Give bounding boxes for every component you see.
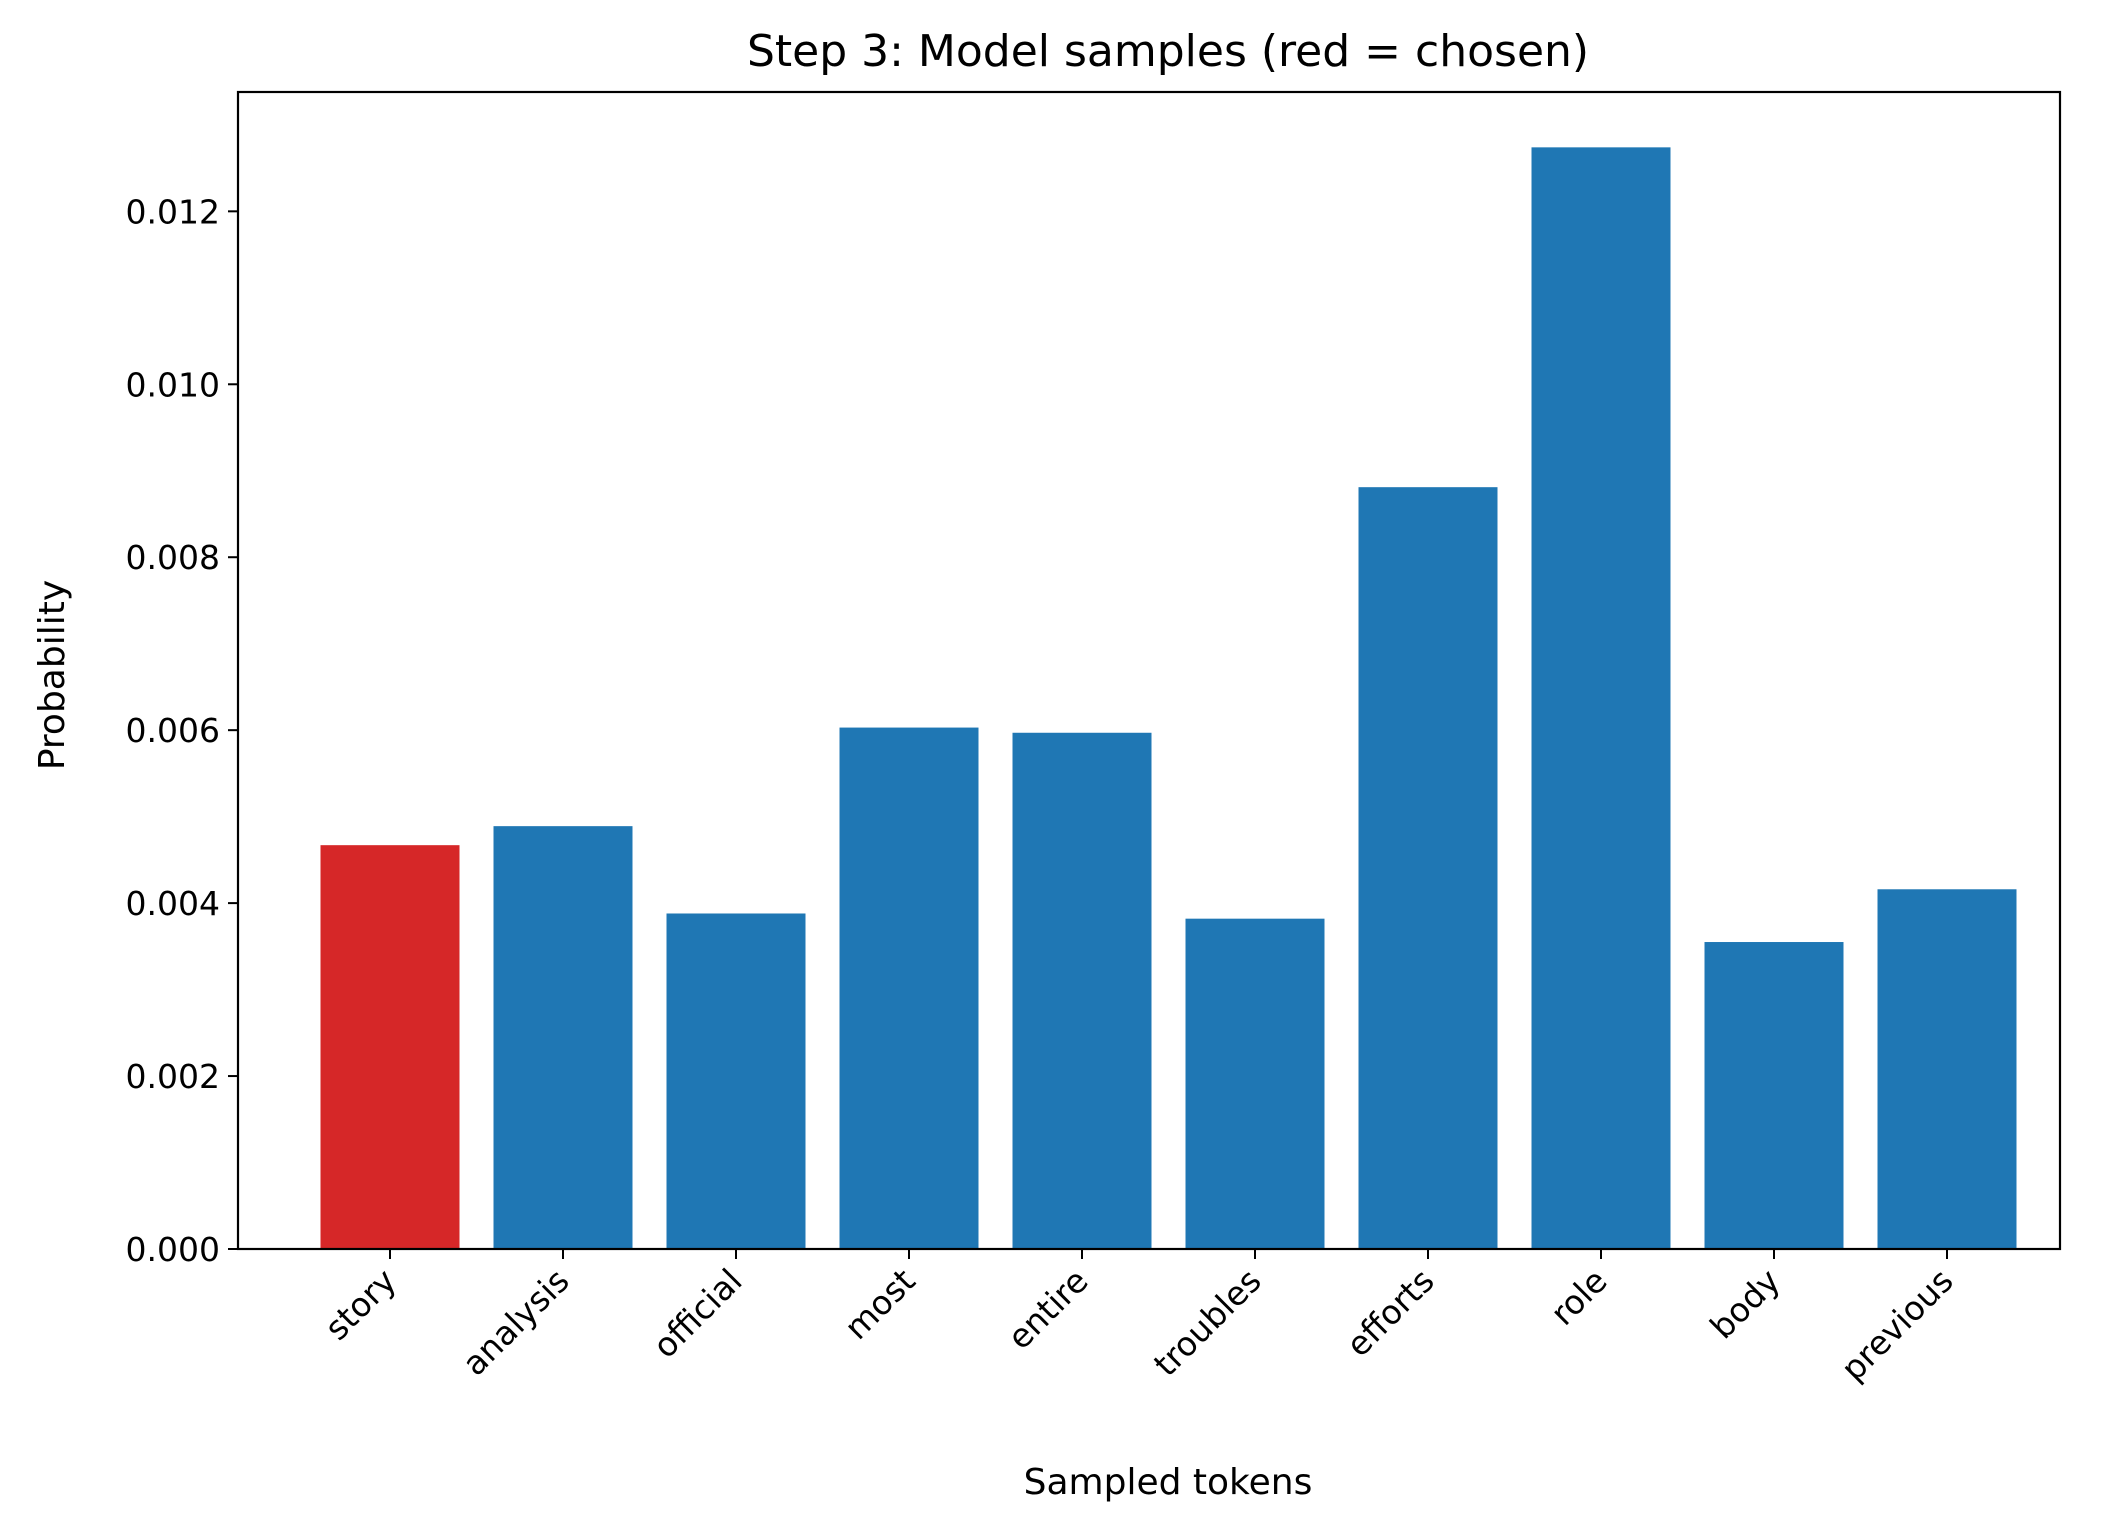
- bar-analysis: [493, 826, 633, 1249]
- y-axis-label: Probability: [32, 580, 73, 770]
- bar-entire: [1012, 732, 1152, 1249]
- y-axis: 0.000 0.002 0.004 0.006 0.008 0.010 0.012: [126, 192, 238, 1269]
- bar-troubles: [1185, 918, 1325, 1249]
- y-tick-label-0.010: 0.010: [126, 365, 220, 404]
- plot-frame: [236, 90, 2062, 1251]
- bar-role: [1531, 147, 1671, 1250]
- y-tick-label-0.004: 0.004: [126, 884, 220, 923]
- bar-body: [1704, 942, 1844, 1249]
- x-axis-label: Sampled tokens: [1024, 1462, 1313, 1503]
- chart-title: Step 3: Model samples (red = chosen): [747, 26, 1589, 77]
- y-tick-label-0.008: 0.008: [126, 538, 220, 577]
- y-tick-label-0.000: 0.000: [126, 1230, 220, 1269]
- bar-most: [839, 727, 979, 1249]
- bar-efforts: [1358, 487, 1498, 1250]
- y-tick-label-0.002: 0.002: [126, 1057, 220, 1096]
- y-tick-label-0.012: 0.012: [126, 192, 220, 231]
- bar-story: [320, 845, 460, 1249]
- y-tick-label-0.006: 0.006: [126, 711, 220, 750]
- bar-previous: [1877, 889, 2017, 1249]
- bars-group: [320, 147, 2017, 1250]
- bar-official: [666, 913, 806, 1249]
